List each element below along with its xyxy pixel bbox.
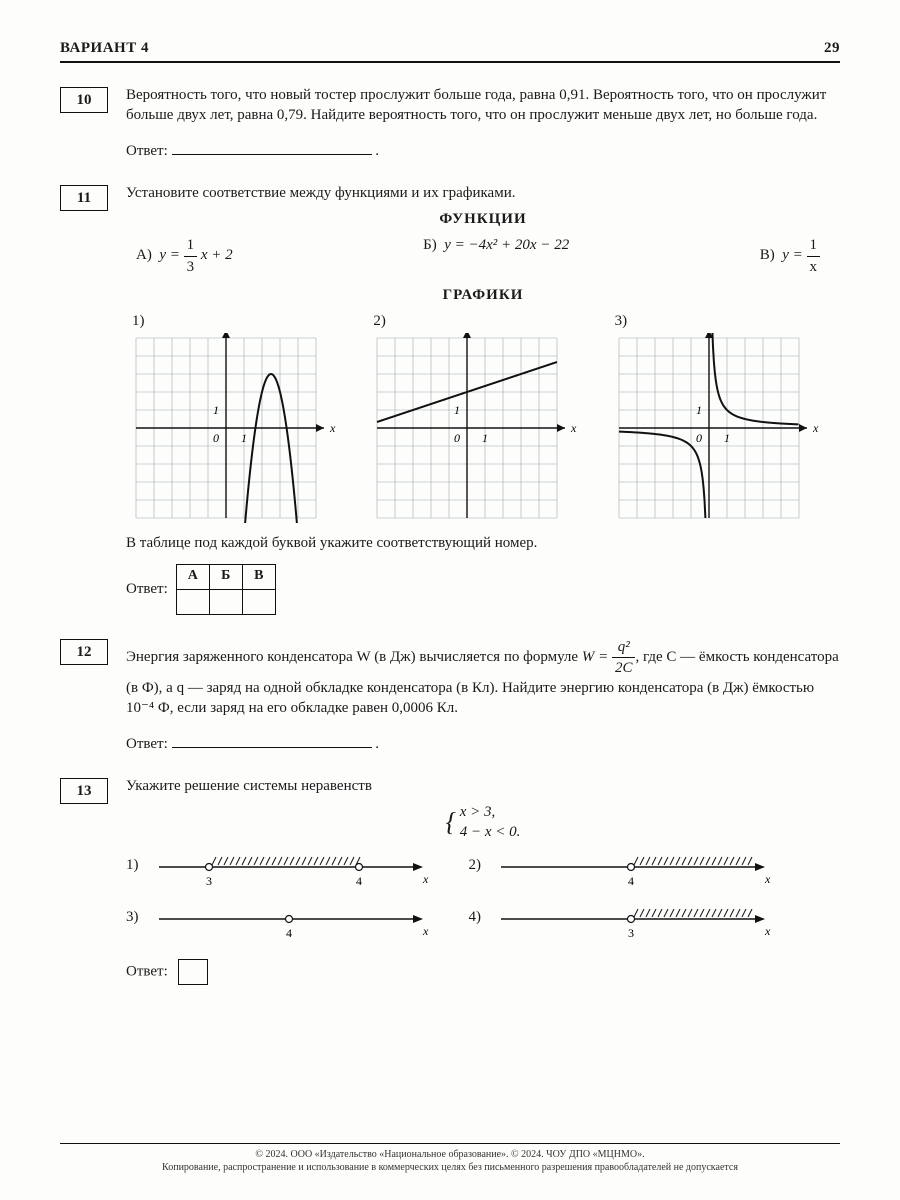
svg-text:4: 4 <box>286 926 292 940</box>
option-2: 2) x4 <box>469 853 772 893</box>
answer-row: Ответ: А Б В <box>126 564 840 615</box>
answer-box[interactable] <box>178 959 208 985</box>
answer-line: Ответ: . <box>126 140 840 161</box>
answer-label: Ответ: <box>126 143 168 159</box>
answer-table: А Б В <box>176 564 276 615</box>
option-4: 4) x3 <box>469 905 772 945</box>
inequality-system: { x > 3, 4 − x < 0. <box>126 802 840 843</box>
answer-cell-V[interactable] <box>242 589 275 614</box>
svg-text:0: 0 <box>213 431 219 445</box>
answer-cell-A[interactable] <box>176 589 209 614</box>
svg-text:1: 1 <box>241 431 247 445</box>
answer-blank[interactable] <box>172 140 372 155</box>
footer-copyright: © 2024. ООО «Издательство «Национальное … <box>60 1148 840 1161</box>
svg-text:x: x <box>812 421 819 435</box>
text-part-1: Энергия заряженного конденсатора W (в Дж… <box>126 649 582 665</box>
svg-text:4: 4 <box>628 874 634 888</box>
problem-number-box: 13 <box>60 778 108 804</box>
graphs-title: ГРАФИКИ <box>126 285 840 305</box>
svg-text:x: x <box>422 872 429 886</box>
functions-row: А) y = 13 x + 2 Б) y = −4x² + 20x − 22 В… <box>136 235 820 277</box>
svg-text:1: 1 <box>454 403 460 417</box>
svg-text:x: x <box>422 924 429 938</box>
svg-text:x: x <box>764 924 771 938</box>
svg-text:1: 1 <box>213 403 219 417</box>
graph-1: 1) 011xy <box>126 311 357 523</box>
problem-body: Укажите решение системы неравенств { x >… <box>126 776 840 985</box>
graph-2: 2) 011xy <box>367 311 598 523</box>
graph-svg-1: 011xy <box>126 333 336 523</box>
svg-text:0: 0 <box>454 431 460 445</box>
svg-text:x: x <box>764 872 771 886</box>
problem-text: Вероятность того, что новый тостер просл… <box>126 85 840 126</box>
number-line-2: x4 <box>491 853 771 893</box>
formula-fraction: q² 2C <box>612 637 636 679</box>
problem-12: 12 Энергия заряженного конденсатора W (в… <box>60 637 840 754</box>
graphs-row: 1) 011xy 2) 011xy 3) 011xy <box>126 311 840 523</box>
graph-svg-3: 011xy <box>609 333 819 523</box>
problem-number-box: 10 <box>60 87 108 113</box>
brace-icon: { <box>446 808 456 837</box>
problem-body: Вероятность того, что новый тостер просл… <box>126 85 840 161</box>
problem-number-box: 11 <box>60 185 108 211</box>
answer-label: Ответ: <box>126 736 168 752</box>
number-line-4: x3 <box>491 905 771 945</box>
graph-svg-2: 011xy <box>367 333 577 523</box>
problem-10: 10 Вероятность того, что новый тостер пр… <box>60 85 840 161</box>
func-A: А) y = 13 x + 2 <box>136 235 233 277</box>
svg-text:1: 1 <box>696 403 702 417</box>
problem-text: Установите соответствие между функциями … <box>126 183 840 203</box>
page-header: ВАРИАНТ 4 29 <box>60 40 840 63</box>
func-B: Б) y = −4x² + 20x − 22 <box>423 235 569 277</box>
problem-number-box: 12 <box>60 639 108 665</box>
number-lines-row: 1) x34 2) x4 3) x4 4) x3 <box>126 853 840 945</box>
func-V: В) y = 1x <box>760 235 820 277</box>
svg-text:3: 3 <box>206 874 212 888</box>
problem-body: Установите соответствие между функциями … <box>126 183 840 615</box>
answer-line: Ответ: <box>126 959 840 985</box>
answer-label: Ответ: <box>126 963 168 979</box>
option-3: 3) x4 <box>126 905 429 945</box>
svg-text:x: x <box>329 421 336 435</box>
footer-notice: Копирование, распространение и использов… <box>60 1161 840 1174</box>
page-number: 29 <box>824 40 840 57</box>
page: ВАРИАНТ 4 29 10 Вероятность того, что но… <box>0 0 900 1200</box>
match-instruction: В таблице под каждой буквой укажите соот… <box>126 533 840 553</box>
answer-blank[interactable] <box>172 733 372 748</box>
svg-text:0: 0 <box>696 431 702 445</box>
footer: © 2024. ООО «Издательство «Национальное … <box>60 1143 840 1174</box>
answer-label: Ответ: <box>126 579 168 599</box>
svg-text:3: 3 <box>628 926 634 940</box>
number-line-1: x 3 4 <box>149 853 429 893</box>
svg-text:x: x <box>570 421 577 435</box>
variant-label: ВАРИАНТ 4 <box>60 40 149 57</box>
answer-line: Ответ: . <box>126 733 840 754</box>
problem-text: Укажите решение системы неравенств <box>126 776 840 796</box>
answer-cell-B[interactable] <box>209 589 242 614</box>
graph-3: 3) 011xy <box>609 311 840 523</box>
svg-text:4: 4 <box>356 874 362 888</box>
svg-text:1: 1 <box>724 431 730 445</box>
problem-11: 11 Установите соответствие между функция… <box>60 183 840 615</box>
functions-title: ФУНКЦИИ <box>126 209 840 229</box>
svg-text:1: 1 <box>482 431 488 445</box>
problem-body: Энергия заряженного конденсатора W (в Дж… <box>126 637 840 754</box>
option-1: 1) x34 <box>126 853 429 893</box>
number-line-3: x4 <box>149 905 429 945</box>
problem-13: 13 Укажите решение системы неравенств { … <box>60 776 840 985</box>
